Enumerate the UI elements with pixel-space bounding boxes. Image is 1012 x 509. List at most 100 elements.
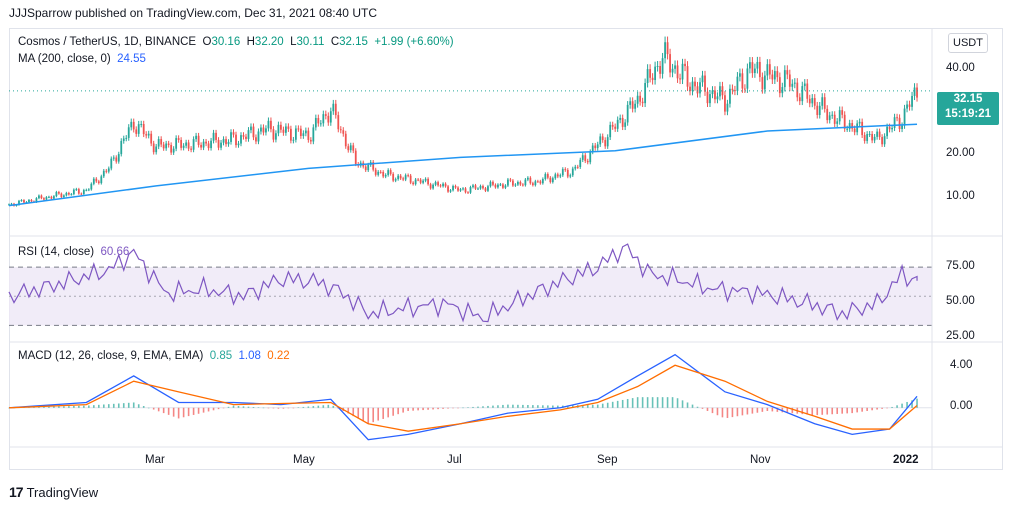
candle-body — [374, 169, 377, 175]
candle-body — [502, 184, 504, 188]
candle-body — [205, 141, 207, 144]
macd-histogram-bar — [746, 407, 749, 415]
candle-body — [477, 188, 479, 190]
macd-histogram-bar — [437, 407, 439, 410]
candle-body — [289, 128, 292, 141]
candle-body — [432, 184, 434, 189]
candle-body — [546, 174, 549, 178]
candle-body — [512, 180, 514, 186]
candle-body — [472, 185, 474, 188]
candle-body — [851, 123, 854, 129]
candle-body — [327, 115, 330, 123]
candle-body — [135, 129, 138, 134]
ma-legend[interactable]: MA (200, close, 0) 24.55 — [18, 53, 146, 65]
candle-body — [379, 171, 382, 173]
candle-body — [130, 121, 133, 128]
candle-body — [60, 193, 63, 198]
candle-body — [227, 141, 230, 145]
candle-body — [384, 174, 387, 177]
macd-histogram-bar — [507, 404, 509, 408]
candle-body — [207, 143, 210, 149]
candle-body — [801, 86, 804, 102]
macd-signal-value: 0.22 — [267, 350, 290, 362]
macd-histogram-bar — [48, 406, 50, 408]
candle-body — [190, 148, 193, 150]
candle-body — [681, 63, 684, 80]
candle-body — [394, 179, 397, 181]
candle-body — [626, 104, 629, 123]
candle-body — [526, 177, 529, 180]
macd-histogram-bar — [891, 406, 893, 408]
candle-body — [389, 170, 392, 174]
candle-body — [132, 121, 135, 130]
candle-body — [212, 132, 215, 141]
candle-body — [382, 171, 385, 177]
macd-histogram-bar — [901, 403, 903, 408]
time-tick: Jul — [447, 454, 462, 466]
candle-body — [257, 131, 260, 142]
macd-histogram-bar — [477, 406, 479, 408]
candle-body — [631, 101, 634, 109]
candle-body — [177, 138, 180, 140]
candle-body — [62, 195, 65, 198]
macd-histogram-bar — [761, 407, 764, 412]
candle-body — [576, 166, 579, 168]
macd-histogram-bar — [172, 407, 175, 417]
open-label: O — [202, 36, 212, 48]
candle-body — [726, 103, 729, 112]
candle-body — [719, 86, 721, 97]
candle-body — [699, 82, 701, 94]
candle-body — [876, 131, 879, 137]
macd-histogram-bar — [487, 405, 489, 408]
macd-histogram-bar — [122, 403, 125, 408]
macd-histogram-bar — [83, 405, 85, 408]
macd-histogram-bar — [412, 407, 414, 411]
candle-body — [773, 71, 776, 80]
candle-body — [429, 184, 432, 189]
macd-histogram-bar — [736, 407, 739, 417]
publish-info: JJJSparrow published on TradingView.com,… — [9, 6, 377, 20]
candle-body — [761, 77, 764, 90]
macd-histogram-bar — [806, 407, 809, 415]
candle-body — [821, 97, 824, 106]
macd-histogram-bar — [267, 407, 270, 409]
macd-legend[interactable]: MACD (12, 26, close, 9, EMA, EMA) 0.85 1… — [18, 350, 290, 362]
candle-body — [424, 178, 427, 181]
macd-histogram-bar — [192, 407, 195, 415]
rsi-legend[interactable]: RSI (14, close) 60.66 — [18, 246, 129, 258]
candle-body — [192, 139, 195, 150]
candle-body — [464, 188, 467, 193]
candle-body — [364, 166, 367, 171]
candle-body — [791, 83, 794, 87]
time-tick: Nov — [750, 454, 771, 466]
macd-histogram-bar — [442, 407, 444, 409]
macd-histogram-bar — [252, 407, 255, 408]
candle-body — [115, 157, 118, 162]
rsi-label: RSI (14, close) — [18, 246, 95, 258]
symbol-name[interactable]: Cosmos / TetherUS, 1D, BINANCE — [18, 36, 197, 48]
brand-name: TradingView — [26, 484, 99, 500]
currency-button[interactable]: USDT — [948, 33, 988, 53]
candle-body — [669, 54, 671, 73]
candle-body — [497, 184, 499, 188]
tradingview-logo[interactable]: 17 TradingView — [9, 484, 98, 500]
macd-histogram-bar — [397, 407, 399, 415]
candle-body — [813, 98, 816, 106]
candle-body — [120, 140, 123, 155]
candle-body — [561, 169, 564, 176]
ma-value: 24.55 — [117, 53, 146, 65]
macd-histogram-bar — [287, 407, 290, 409]
candle-body — [412, 182, 415, 185]
close-label: C — [330, 36, 340, 48]
macd-histogram-bar — [247, 406, 250, 408]
chart-frame[interactable] — [9, 28, 1003, 470]
candle-body — [50, 196, 53, 199]
candle-body — [838, 110, 841, 122]
candle-body — [25, 201, 28, 203]
candle-body — [766, 64, 769, 76]
candle-body — [402, 178, 405, 180]
candle-body — [783, 70, 786, 88]
macd-histogram-bar — [242, 406, 245, 408]
candle-body — [696, 86, 699, 94]
